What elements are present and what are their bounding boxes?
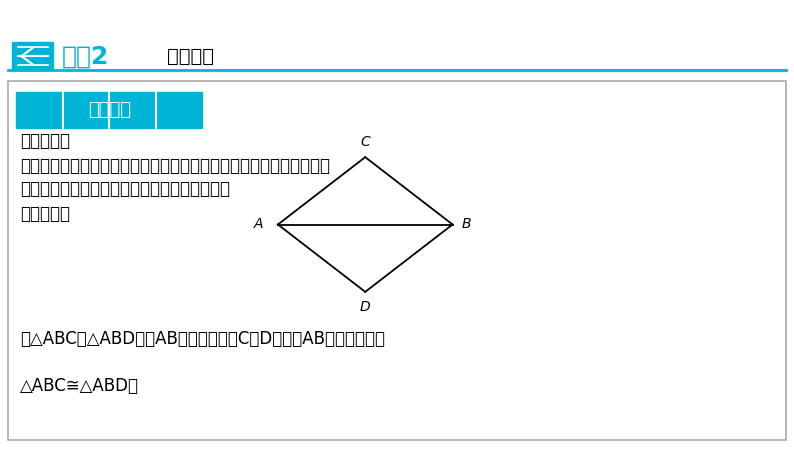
Text: 模型2: 模型2 bbox=[62, 44, 110, 68]
Text: 模型构建: 模型构建 bbox=[87, 101, 131, 119]
FancyBboxPatch shape bbox=[16, 92, 202, 128]
Text: 轴对称型: 轴对称型 bbox=[167, 47, 214, 66]
Text: D: D bbox=[360, 300, 371, 314]
Text: 在△ABC和△ABD中，AB是公共边，点C和D是关于AB的对称点，则: 在△ABC和△ABD中，AB是公共边，点C和D是关于AB的对称点，则 bbox=[20, 330, 385, 348]
FancyBboxPatch shape bbox=[8, 81, 786, 440]
Text: 等量关系：: 等量关系： bbox=[20, 205, 70, 223]
Text: B: B bbox=[461, 217, 471, 232]
Text: C: C bbox=[360, 135, 370, 149]
Text: 所给图形沿公共边所在的直线或者经过公共顶点的某条直线折叠，两个: 所给图形沿公共边所在的直线或者经过公共顶点的某条直线折叠，两个 bbox=[20, 157, 330, 175]
Text: 模型分析：: 模型分析： bbox=[20, 132, 70, 150]
FancyBboxPatch shape bbox=[12, 42, 53, 70]
Text: 三角形全等．利用对称性质是解决问题的关键．: 三角形全等．利用对称性质是解决问题的关键． bbox=[20, 180, 229, 198]
Text: △ABC≅△ABD．: △ABC≅△ABD． bbox=[20, 377, 139, 395]
Text: A: A bbox=[254, 217, 264, 232]
